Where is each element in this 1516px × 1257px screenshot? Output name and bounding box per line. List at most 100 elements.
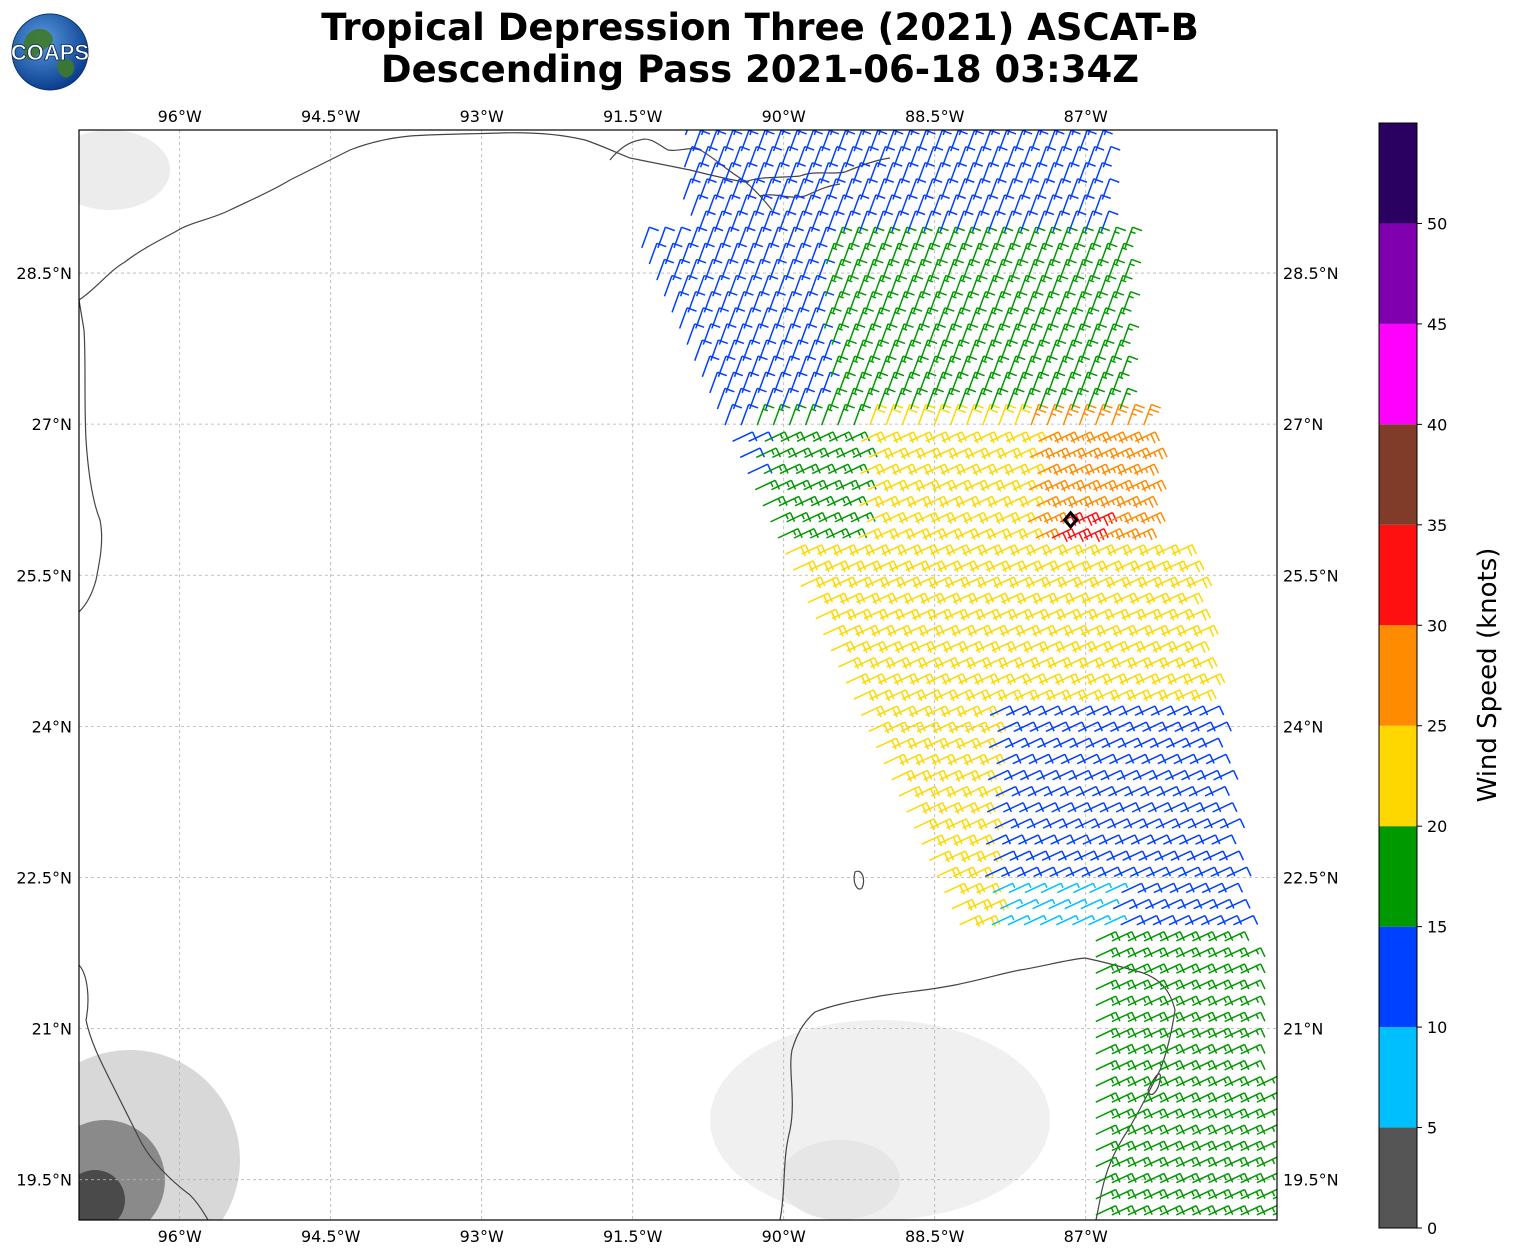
wind-barb-1266 <box>1060 194 1079 216</box>
wind-barb-142 <box>1111 995 1137 1007</box>
wind-barb-202 <box>1152 914 1178 926</box>
wind-barb-558 <box>1185 640 1211 653</box>
wind-barb-945 <box>918 371 937 394</box>
wind-barb-1380 <box>765 130 769 136</box>
wind-barb-1385 <box>845 130 850 136</box>
wind-barb-794 <box>1028 479 1054 492</box>
wind-barb-478 <box>1014 689 1040 702</box>
wind-barb-695 <box>1010 544 1036 557</box>
wind-barb-1379 <box>749 130 753 136</box>
wind-barb-1134 <box>785 258 803 281</box>
wind-barb-1109 <box>857 274 875 297</box>
wind-barb-186 <box>1176 930 1202 942</box>
wind-barb-350 <box>1043 785 1069 797</box>
wind-barb-35 <box>1095 1156 1121 1168</box>
wind-barb-1287 <box>972 178 991 200</box>
wind-barb-26 <box>1127 1172 1153 1184</box>
wind-barb-1220 <box>746 210 765 233</box>
wind-barb-1042 <box>711 307 730 329</box>
wind-barb-831 <box>804 447 830 459</box>
wind-barb-960 <box>733 355 752 378</box>
wind-barb-1381 <box>781 130 785 136</box>
wind-barb-1319 <box>1061 162 1080 184</box>
wind-barb-348 <box>1011 785 1037 797</box>
wind-barb-1209 <box>1011 226 1030 249</box>
wind-barb-1079 <box>848 290 867 313</box>
wind-barb-526 <box>1047 656 1073 670</box>
wind-barb-669 <box>1002 560 1028 573</box>
wind-barb-216 <box>1080 898 1104 910</box>
wind-barb-1107 <box>824 274 843 297</box>
wind-barb-1204 <box>931 226 949 249</box>
wind-barb-755 <box>794 495 820 507</box>
wind-barb-850 <box>1110 447 1136 460</box>
wind-barb-1337 <box>925 145 944 168</box>
wind-barb-812 <box>908 463 934 476</box>
wind-barb-343 <box>930 785 957 799</box>
wind-barb-637 <box>897 576 923 589</box>
wind-barb-912 <box>813 387 832 410</box>
wind-barb-364 <box>939 769 965 782</box>
wind-barb-937 <box>789 371 808 394</box>
wind-barb-102 <box>1111 1059 1137 1071</box>
wind-barb-968 <box>862 355 881 378</box>
lat-tick-right-1: 27°N <box>1283 415 1323 434</box>
wind-barb-1117 <box>985 274 1004 297</box>
wind-barb-345 <box>963 785 989 799</box>
wind-barb-185 <box>1159 930 1186 942</box>
wind-barb-636 <box>880 576 907 589</box>
wind-barb-495 <box>926 673 952 686</box>
wind-barb-855 <box>764 431 790 442</box>
wind-barb-1335 <box>893 145 912 168</box>
wind-barb-1400 <box>1087 130 1091 136</box>
wind-barb-25 <box>1111 1172 1137 1184</box>
wind-barb-590 <box>928 608 954 621</box>
wind-barb-789 <box>948 479 974 492</box>
wind-barb-1382 <box>797 130 801 136</box>
wind-barb-1161 <box>729 242 748 265</box>
wind-barb-673 <box>1066 560 1092 573</box>
wind-barb-281 <box>1218 850 1245 862</box>
wind-barb-1068 <box>671 290 690 313</box>
wind-barb-351 <box>1059 785 1085 797</box>
wind-barb-1339 <box>957 145 976 168</box>
wind-barb-624 <box>1081 592 1107 605</box>
wind-barb-119 <box>1224 1043 1250 1055</box>
wind-barb-756 <box>810 495 837 507</box>
wind-barb-241 <box>1185 882 1211 894</box>
colorbar-tick-label-6: 30 <box>1427 616 1447 635</box>
wind-barb-869 <box>989 431 1016 444</box>
wind-barb-349 <box>1027 785 1053 797</box>
wind-barb-820 <box>1037 463 1063 476</box>
wind-barb-1094 <box>1090 290 1109 313</box>
wind-barb-683 <box>817 544 843 557</box>
wind-barb-654 <box>1170 576 1197 589</box>
wind-barb-276 <box>1138 850 1164 862</box>
wind-barb-217 <box>1096 898 1120 910</box>
wind-barb-58 <box>1111 1124 1137 1136</box>
colorbar-bin-1 <box>1379 1027 1417 1128</box>
wind-barb-1087 <box>977 290 996 313</box>
wind-barb-265 <box>961 850 987 863</box>
wind-barb-445 <box>1206 721 1232 733</box>
wind-barb-1139 <box>865 258 884 281</box>
wind-barb-1047 <box>791 307 810 329</box>
wind-barb-234 <box>1072 882 1097 894</box>
wind-barb-395 <box>1093 753 1119 765</box>
wind-barb-1304 <box>820 162 839 184</box>
wind-barb-762 <box>907 495 933 508</box>
wind-barb-1083 <box>912 290 931 313</box>
wind-barb-315 <box>1139 818 1165 829</box>
lat-tick-right-5: 21°N <box>1283 1020 1323 1039</box>
wind-barb-493 <box>894 673 920 686</box>
wind-barb-355 <box>1124 785 1150 797</box>
wind-barb-952 <box>1031 371 1050 394</box>
wind-barb-656 <box>792 560 818 573</box>
wind-barb-214 <box>1048 898 1072 910</box>
wind-barb-715 <box>922 528 948 541</box>
wind-barb-500 <box>1006 673 1033 686</box>
wind-barb-399 <box>1157 753 1183 765</box>
wind-barb-1144 <box>946 258 965 281</box>
wind-barb-696 <box>1026 544 1053 557</box>
wind-barb-291 <box>1066 834 1092 845</box>
